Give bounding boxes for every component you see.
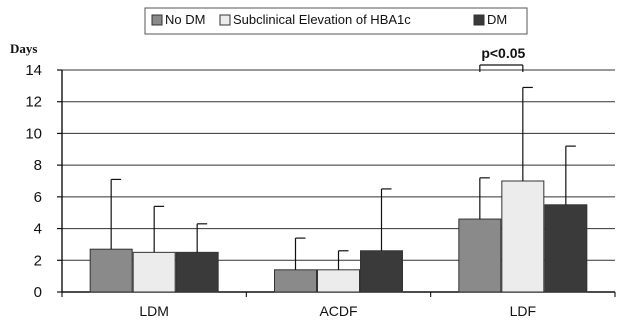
x-tick-label-ldm: LDM bbox=[139, 303, 169, 319]
x-tick-label-acdf: ACDF bbox=[319, 303, 357, 319]
legend-label-1: No DM bbox=[165, 12, 205, 27]
legend-swatch-3 bbox=[473, 14, 485, 26]
bar-ldm-2 bbox=[132, 251, 176, 293]
legend: No DM Subclinical Elevation of HBA1c DM bbox=[144, 7, 528, 35]
significance-label: p<0.05 bbox=[481, 45, 525, 61]
y-tick-label-10: 10 bbox=[25, 125, 42, 142]
bar-acdf-1 bbox=[274, 269, 317, 293]
legend-swatch-1 bbox=[151, 14, 163, 26]
legend-box bbox=[144, 7, 528, 35]
y-axis-label: Days bbox=[10, 41, 37, 56]
bar-ldf-2 bbox=[501, 180, 545, 293]
bar-ldm-1 bbox=[89, 248, 133, 293]
bars bbox=[89, 180, 588, 293]
labels: LDM ACDF LDF bbox=[139, 303, 536, 319]
y-tick-label-6: 6 bbox=[34, 189, 42, 206]
bar-acdf-2 bbox=[317, 269, 360, 293]
y-tick-label-14: 14 bbox=[25, 62, 42, 79]
bar-ldm-3 bbox=[175, 251, 219, 293]
y-tick-label-8: 8 bbox=[34, 157, 42, 174]
y-tick-label-0: 0 bbox=[34, 284, 42, 301]
legend-label-3: DM bbox=[487, 12, 507, 27]
y-tick-label-2: 2 bbox=[34, 252, 42, 269]
y-tick-label-12: 12 bbox=[25, 94, 42, 111]
bar-ldf-3 bbox=[544, 204, 588, 293]
legend-label-2: Subclinical Elevation of HBA1c bbox=[233, 12, 411, 27]
legend-swatch-2 bbox=[219, 14, 231, 26]
bar-acdf-3 bbox=[360, 250, 403, 293]
annotations: p<0.05 bbox=[479, 45, 526, 72]
x-tick-label-ldf: LDF bbox=[510, 303, 536, 319]
error-bars bbox=[110, 86, 576, 270]
y-tick-label-4: 4 bbox=[34, 221, 42, 238]
bar-ldf-1 bbox=[458, 218, 502, 293]
